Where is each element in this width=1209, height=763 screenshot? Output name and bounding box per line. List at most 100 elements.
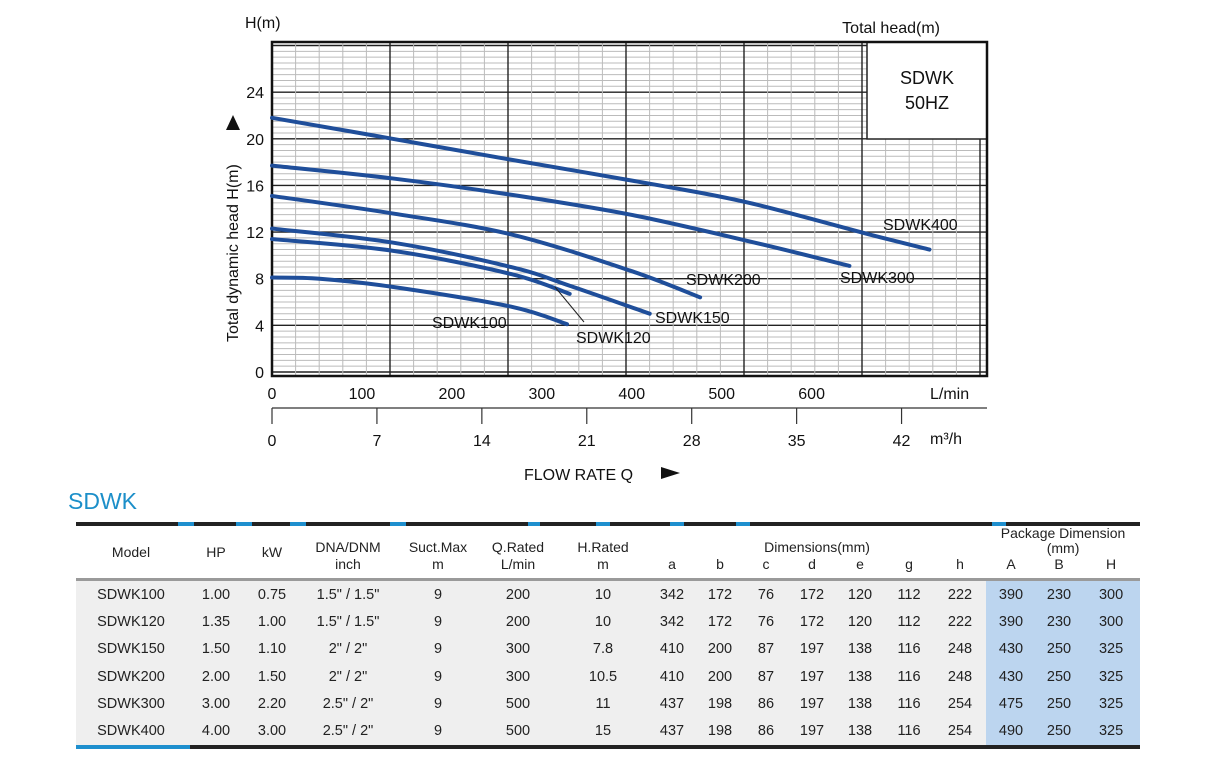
table-cell: 300 <box>505 668 531 685</box>
table-cell: 390 <box>986 608 1037 636</box>
header-pkg-b: B <box>1054 556 1064 572</box>
table-cell: 9 <box>433 641 443 658</box>
table-top-rule <box>76 522 1140 526</box>
table-cell: 10.5 <box>588 668 618 685</box>
table-cell: 500 <box>505 695 531 712</box>
table-cell: 116 <box>897 641 921 658</box>
table-cell: 4.00 <box>201 723 231 740</box>
table-cell: 342 <box>659 613 685 630</box>
table-cell: 1.35 <box>201 613 231 630</box>
plot-frame <box>270 40 989 378</box>
y-tick-label: 0 <box>255 365 264 382</box>
table-cell: 9 <box>433 695 443 712</box>
table-cell: 437 <box>659 695 685 712</box>
series-line-sdwk200 <box>270 193 703 300</box>
table-cell: 437 <box>659 723 685 740</box>
x-unit: L/min <box>930 386 969 403</box>
table-cell: 197 <box>799 641 825 658</box>
chart-grid <box>271 42 987 376</box>
table-cell: 3.00 <box>201 695 231 712</box>
x-tick-label: 300 <box>528 386 555 403</box>
table-cell: 112 <box>884 578 934 609</box>
series-label-sdwk400: SDWK400 <box>883 217 958 234</box>
table-cell: 2.5" / 2" <box>322 723 374 740</box>
table-row: SDWK300 3.00 2.20 2.5" / 2" 9 500 11 437 198 86 19… <box>76 690 1141 718</box>
x-tick-label: 400 <box>618 386 645 403</box>
table-row: SDWK100 1.00 0.75 1.5" / 1.5" 9 200 10 342 172 76… <box>76 578 1141 609</box>
table-cell: 250 <box>1036 717 1083 745</box>
series-line-sdwk150 <box>270 226 652 316</box>
table-cell: 500 <box>505 723 531 740</box>
table-cell: 11 <box>595 695 611 712</box>
header-dim-c: c <box>762 556 770 572</box>
table-cell: 9 <box>433 668 443 685</box>
table-row: SDWK150 1.50 1.10 2" / 2" 9 300 7.8 410 200 87 197… <box>76 635 1141 663</box>
header-dna: DNA/DNM <box>315 539 381 555</box>
table-cell: 138 <box>847 723 873 740</box>
header-suct: Suct.Max <box>408 539 468 555</box>
header-q: Q.Rated <box>491 539 545 555</box>
x-tick-label: 200 <box>439 386 466 403</box>
table-cell: 197 <box>799 723 825 740</box>
table-cell: 172 <box>707 613 733 630</box>
header-suct-unit: m <box>432 556 444 572</box>
x-tick-label: 0 <box>268 386 277 403</box>
x-tick-label: 600 <box>798 386 825 403</box>
y-tick-label: 24 <box>246 85 264 102</box>
table-cell: 230 <box>1036 608 1083 636</box>
x2-tick-label: 0 <box>268 433 277 450</box>
table-cell: 197 <box>799 668 825 685</box>
axes: 0 4 8 12 16 20 24 0 100 200 300 400 500 600 0 7 14 21 28 35… <box>246 85 987 450</box>
x-tick-label: 500 <box>708 386 735 403</box>
table-cell: 390 <box>986 578 1037 609</box>
table-cell: 1.00 <box>186 578 246 609</box>
table-cell: 248 <box>947 641 973 658</box>
table-cell: 230 <box>1036 578 1083 609</box>
header-pkg-h: H <box>1105 556 1117 572</box>
table-cell: 9 <box>398 578 478 609</box>
header-dim-d: d <box>808 556 816 572</box>
x2-tick-label: 14 <box>473 433 491 450</box>
table-cell: 120 <box>836 578 884 609</box>
header-h: H.Rated <box>577 539 629 555</box>
header-dna-unit: inch <box>335 556 361 572</box>
table-cell: 10 <box>558 578 648 609</box>
header-package: Package Dimension (mm) <box>986 526 1140 556</box>
table-cell: 116 <box>897 695 921 712</box>
cell-model: SDWK200 <box>97 668 165 685</box>
table-bottom-rule <box>76 744 1140 749</box>
table-row: SDWK200 2.00 1.50 2" / 2" 9 300 10.5 410 200 87 19… <box>76 662 1141 691</box>
header-h-unit: m <box>597 556 609 572</box>
x-axis-label: FLOW RATE Q <box>524 467 633 484</box>
table-cell: 490 <box>986 717 1037 745</box>
inset-model: SDWK <box>900 68 954 88</box>
y-axis-label: Total dynamic head H(m) <box>225 164 242 342</box>
header-hp: HP <box>206 543 226 560</box>
table-cell: 138 <box>847 668 873 685</box>
x2-tick-label: 42 <box>893 433 911 450</box>
header-package-label: Package Dimension <box>1000 525 1126 541</box>
table-cell: 2" / 2" <box>328 668 368 685</box>
table-cell: 342 <box>648 578 696 609</box>
chart-title: Total head(m) <box>842 20 940 37</box>
table-cell: 0.75 <box>246 578 298 609</box>
inset-box <box>866 41 988 140</box>
series-label-sdwk150: SDWK150 <box>655 310 730 327</box>
table-cell: 76 <box>757 613 775 630</box>
series-line-sdwk120 <box>270 237 572 296</box>
table-cell: 1.00 <box>257 613 287 630</box>
table-row: SDWK120 1.35 1.00 1.5" / 1.5" 9 200 10 342 172 76… <box>76 608 1141 636</box>
table-cell: 10 <box>594 613 612 630</box>
cell-model: SDWK120 <box>97 613 165 630</box>
table-cell: 76 <box>744 578 788 609</box>
table-cell: 248 <box>947 668 973 685</box>
table-cell: 86 <box>757 723 775 740</box>
inset-frequency: 50HZ <box>905 93 949 113</box>
table-cell: 138 <box>847 641 873 658</box>
header-dim-g: g <box>905 556 913 572</box>
table-cell: 2" / 2" <box>328 641 368 658</box>
section-title: SDWK <box>68 488 137 514</box>
series-label-sdwk100: SDWK100 <box>432 315 507 332</box>
table-cell: 325 <box>1082 717 1141 745</box>
